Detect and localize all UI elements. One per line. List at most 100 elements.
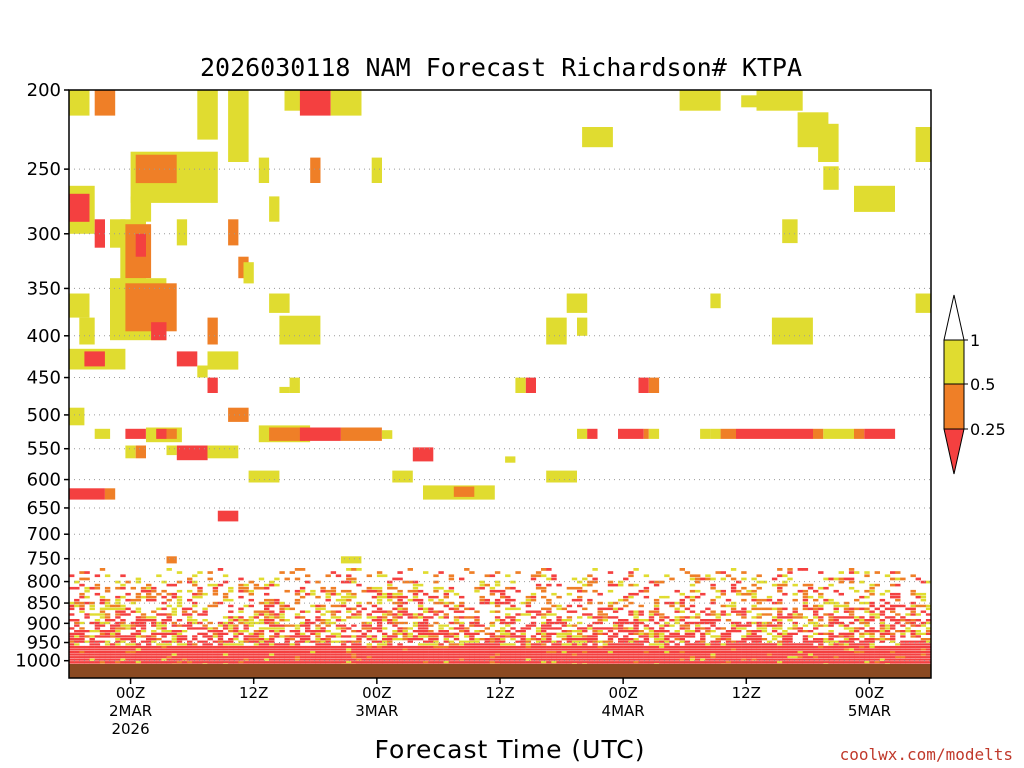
ri-cell-boundary-orange [792, 627, 798, 630]
ri-cell-boundary-red [346, 574, 352, 578]
ri-cell-boundary-orange [577, 586, 583, 590]
ri-cell-boundary-yellow [797, 651, 803, 654]
ri-cell-boundary-yellow [202, 592, 208, 596]
ri-cell-boundary-orange [653, 640, 660, 643]
ri-cell-boundary-orange [84, 635, 90, 638]
ri-cell-boundary-red [618, 630, 624, 633]
ri-cell-boundary-orange [859, 645, 865, 649]
ri-cell-boundary-red [566, 648, 573, 651]
ri-cell-boundary-yellow [84, 586, 90, 590]
ri-cell-boundary-red [920, 643, 927, 646]
ri-cell-boundary-red [392, 613, 398, 616]
ri-cell-boundary-yellow [746, 632, 752, 635]
ri-cell-boundary-red [674, 651, 680, 654]
ri-cell-boundary-red [392, 607, 398, 611]
ri-cell-boundary-red [833, 645, 839, 649]
ri-cell-boundary-red [417, 613, 424, 616]
ri-cell-boundary-yellow [382, 592, 388, 596]
ri-cell-boundary-red [505, 616, 511, 619]
ri-cell-boundary-red [787, 638, 793, 641]
ri-cell-boundary-red [443, 592, 449, 596]
ri-cell-boundary-yellow [710, 635, 716, 638]
ri-cell-boundary-orange [494, 653, 501, 656]
ri-cell-boundary-red [264, 640, 270, 643]
ri-cell-orange [135, 154, 177, 184]
ri-cell-boundary-orange [433, 645, 439, 649]
ri-cell-boundary-red [838, 653, 844, 656]
ri-cell-boundary-red [884, 661, 891, 664]
ri-cell-boundary-red [469, 638, 475, 641]
ri-cell-boundary-red [99, 653, 106, 656]
ri-cell-boundary-orange [684, 624, 691, 627]
ri-cell-boundary-red [587, 651, 593, 654]
ri-cell-yellow [854, 185, 895, 212]
ri-cell-boundary-red [546, 568, 552, 571]
ri-cell-boundary-red [351, 648, 357, 651]
ri-cell-boundary-red [305, 627, 311, 630]
ri-cell-boundary-red [664, 638, 670, 641]
ri-cell-boundary-orange [612, 627, 619, 630]
credit-link[interactable]: coolwx.com/modelts [840, 745, 1013, 764]
ri-cell-boundary-orange [453, 607, 460, 611]
ri-cell-boundary-orange [669, 604, 675, 608]
ri-cell-boundary-red [376, 610, 383, 613]
ri-cell-boundary-red [330, 651, 337, 654]
ri-cell-boundary-red [807, 645, 814, 649]
ri-cell-boundary-yellow [474, 589, 480, 593]
ri-cell-boundary-yellow [792, 613, 798, 616]
ri-cell-boundary-red [120, 619, 126, 622]
ri-cell-boundary-yellow [135, 580, 142, 584]
ri-cell-boundary-red [489, 643, 496, 646]
ri-cell-boundary-red [515, 645, 521, 649]
ri-cell-boundary-red [407, 661, 413, 664]
ri-cell-boundary-yellow [859, 580, 865, 584]
ri-cell-boundary-red [161, 635, 167, 638]
ri-cell-boundary-red [700, 632, 706, 635]
ri-cell-yellow [392, 470, 413, 483]
ri-cell-boundary-yellow [248, 589, 254, 593]
ri-cell-orange [94, 90, 116, 116]
ri-cell-boundary-red [325, 598, 331, 602]
ri-cell-boundary-red [828, 613, 834, 616]
ri-cell-boundary-red [238, 648, 244, 651]
ri-cell-boundary-yellow [689, 583, 696, 587]
ri-cell-boundary-red [361, 635, 367, 638]
ri-cell-boundary-red [110, 630, 116, 633]
ri-cell-boundary-red [730, 610, 737, 613]
ri-cell-boundary-red [848, 645, 855, 649]
ri-cell-boundary-yellow [869, 643, 875, 646]
ri-cell-boundary-yellow [674, 619, 680, 622]
ri-cell-boundary-orange [264, 610, 270, 613]
ri-cell-orange [166, 428, 177, 439]
ri-cell-boundary-red [207, 661, 213, 664]
ri-cell-boundary-red [530, 648, 537, 651]
ri-cell-boundary-red [84, 656, 90, 659]
ri-cell-boundary-red [84, 616, 90, 619]
ri-cell-boundary-red [397, 643, 403, 646]
ri-cell-boundary-orange [766, 653, 773, 656]
ri-cell-boundary-red [715, 643, 721, 646]
ri-cell-boundary-yellow [346, 648, 352, 651]
ri-cell-boundary-red [807, 651, 814, 654]
ri-cell-boundary-yellow [648, 613, 655, 616]
ri-cell-boundary-yellow [320, 640, 326, 643]
ri-cell-boundary-orange [725, 574, 732, 578]
ri-cell-boundary-orange [684, 627, 691, 630]
ri-cell-boundary-red [248, 653, 254, 656]
ri-cell-boundary-yellow [99, 616, 106, 619]
ri-cell-boundary-red [192, 592, 198, 596]
ri-cell-boundary-orange [787, 568, 793, 571]
ri-cell-boundary-red [689, 651, 696, 654]
ri-cell-boundary-orange [151, 635, 157, 638]
ri-cell-boundary-yellow [689, 595, 696, 599]
ri-cell-boundary-red [110, 658, 116, 661]
ri-cell-boundary-red [633, 627, 639, 630]
ri-cell-boundary-red [402, 613, 408, 616]
ri-cell-boundary-yellow [582, 577, 588, 581]
ri-cell-boundary-red [356, 610, 362, 613]
ri-cell-boundary-yellow [730, 601, 737, 605]
ri-cell-boundary-yellow [233, 643, 239, 646]
ri-cell-boundary-red [264, 586, 270, 590]
ri-cell-boundary-orange [756, 574, 762, 578]
ri-cell-boundary-red [756, 656, 762, 659]
